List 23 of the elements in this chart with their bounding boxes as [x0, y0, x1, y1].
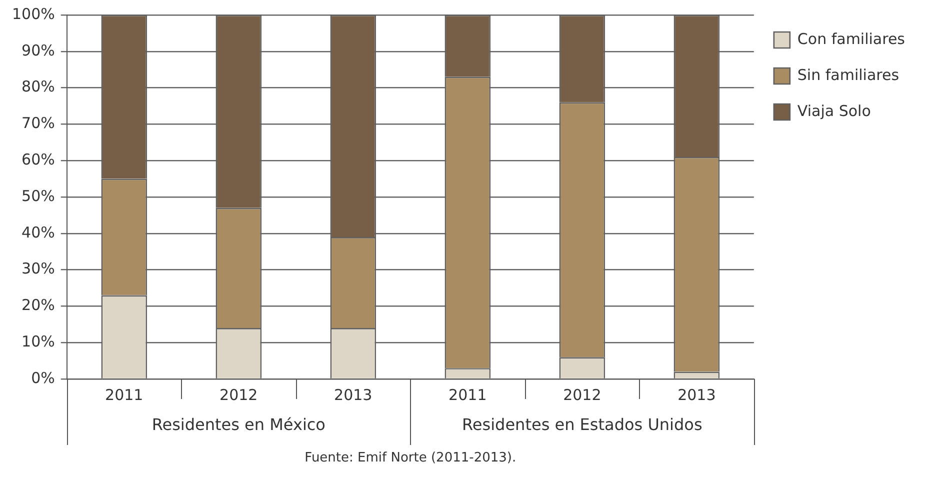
x-tick-label: 2013 — [334, 386, 372, 404]
y-tick-label: 90% — [22, 41, 55, 60]
x-tick-label: 2013 — [678, 386, 716, 404]
legend-label: Sin familiares — [797, 66, 900, 84]
legend-label: Viaja Solo — [797, 102, 871, 120]
x-tick-label: 2011 — [448, 386, 487, 404]
source-note: Fuente: Emif Norte (2011-2013). — [304, 450, 516, 466]
x-tick-label: 2012 — [563, 386, 602, 404]
y-tick-label: 50% — [22, 186, 55, 205]
legend-label: Con familiares — [797, 30, 906, 48]
y-tick-label: 30% — [22, 260, 55, 278]
y-tick-label: 70% — [22, 114, 55, 132]
x-tick-label: 2011 — [105, 386, 144, 404]
y-tick-label: 100% — [12, 4, 55, 23]
text: Residentes en México — [152, 415, 326, 434]
y-tick-label: 80% — [22, 78, 55, 96]
y-tick-label: 10% — [22, 332, 55, 350]
y-tick-label: 40% — [22, 223, 55, 242]
y-tick-label: 0% — [31, 368, 55, 387]
x-tick-label: 2012 — [220, 386, 258, 404]
y-tick-label: 60% — [22, 150, 55, 168]
text: Residentes en Estados Unidos — [462, 415, 702, 434]
y-tick-label: 20% — [22, 296, 55, 314]
